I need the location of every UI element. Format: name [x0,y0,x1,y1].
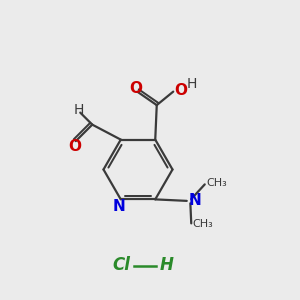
Text: Cl: Cl [112,256,130,274]
Text: H: H [74,103,84,117]
Text: O: O [129,80,142,95]
Text: O: O [175,83,188,98]
Text: N: N [188,193,201,208]
Text: H: H [187,77,197,91]
Text: H: H [160,256,173,274]
Text: CH₃: CH₃ [193,219,214,229]
Text: N: N [113,200,126,214]
Text: O: O [68,139,81,154]
Text: CH₃: CH₃ [206,178,227,188]
